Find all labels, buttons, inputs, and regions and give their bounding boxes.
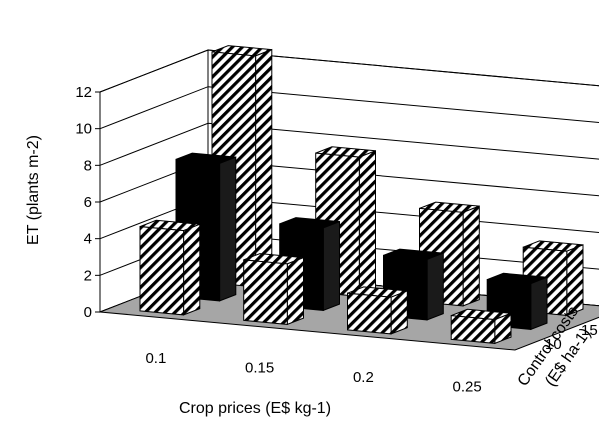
bar-side: [426, 252, 444, 321]
bar-side: [255, 48, 273, 288]
bars-group: [139, 45, 584, 345]
bar-front: [347, 292, 392, 335]
x-tick-label: 0.1: [145, 350, 166, 367]
x-tick-label: 0.2: [353, 369, 374, 386]
depth-tick-label: 10: [545, 336, 562, 353]
bar-side: [286, 256, 304, 326]
y-tick-label: 10: [75, 121, 92, 138]
bar-side: [390, 290, 408, 335]
y-tick-label: 8: [84, 157, 92, 174]
bar-0.15-10: [243, 253, 304, 326]
bar-side: [462, 205, 480, 307]
y-tick-label: 12: [75, 84, 92, 101]
bar-side: [530, 276, 548, 331]
bar-side: [322, 220, 340, 312]
x-tick-label: 0.15: [245, 359, 274, 376]
gridline: [99, 86, 599, 130]
bar-0.25-10: [450, 308, 512, 345]
bar-front: [243, 259, 288, 325]
x-axis-title: Crop prices (E$ kg-1): [179, 400, 331, 417]
gridline: [99, 122, 599, 166]
depth-tick-label: 15: [581, 322, 598, 339]
bar-side: [183, 223, 201, 316]
y-axis-title: ET (plants m-2): [25, 135, 42, 245]
bar-0.1-10: [139, 219, 201, 316]
bar-side: [219, 156, 237, 302]
bar-0.2-10: [347, 286, 408, 335]
bar-side: [358, 150, 376, 298]
x-tick-label: 0.25: [453, 378, 482, 395]
bar-front: [139, 226, 185, 316]
y-tick-label: 0: [84, 304, 92, 321]
y-tick-label: 4: [84, 231, 92, 248]
gridline: [99, 49, 599, 93]
y-tick-label: 2: [84, 267, 92, 284]
bar-front: [450, 315, 496, 344]
y-tick-label: 6: [84, 194, 92, 211]
